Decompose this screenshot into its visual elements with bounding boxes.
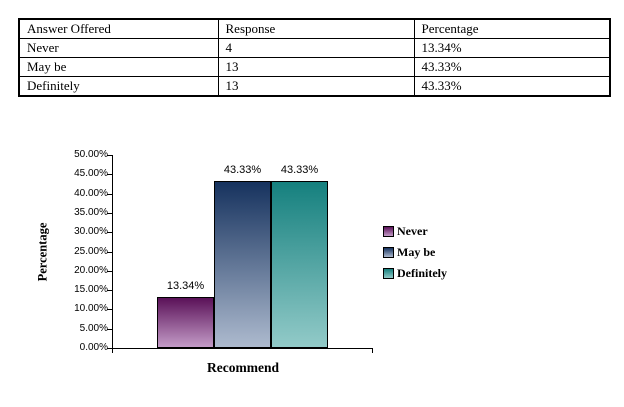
y-axis-tick — [107, 290, 112, 291]
data-label: 43.33% — [223, 164, 262, 176]
cell-percentage: 43.33% — [413, 76, 611, 97]
y-axis-tick-label: 40.00% — [74, 188, 108, 199]
legend-label: Never — [397, 224, 428, 238]
legend-label: May be — [397, 245, 436, 259]
table-row: Never 4 13.34% — [18, 38, 611, 58]
y-axis-tick — [107, 232, 112, 233]
y-axis-tick-label: 5.00% — [79, 323, 108, 334]
table-row: May be 13 43.33% — [18, 57, 611, 77]
header-percentage: Percentage — [413, 18, 611, 39]
y-axis-tick — [107, 309, 112, 310]
header-response: Response — [217, 18, 415, 39]
y-axis-tick-label: 50.00% — [74, 149, 108, 160]
bar-may-be — [214, 181, 271, 348]
cell-answer: Never — [18, 38, 219, 58]
y-axis-tick — [107, 271, 112, 272]
cell-percentage: 43.33% — [413, 57, 611, 77]
legend-item-maybe: May be — [383, 242, 447, 263]
data-label: 13.34% — [166, 280, 205, 292]
chart-legend: Never May be Definitely — [383, 221, 447, 284]
y-axis-tick-label: 20.00% — [74, 265, 108, 276]
legend-swatch-never — [383, 226, 394, 237]
legend-item-never: Never — [383, 221, 447, 242]
y-axis-tick-label: 25.00% — [74, 246, 108, 257]
table-header-row: Answer Offered Response Percentage — [18, 18, 611, 39]
y-axis-tick — [107, 174, 112, 175]
y-axis-tick-label: 15.00% — [74, 284, 108, 295]
cell-response: 13 — [217, 57, 415, 77]
y-axis-tick — [107, 155, 112, 156]
legend-swatch-definitely — [383, 268, 394, 279]
table-row: Definitely 13 43.33% — [18, 76, 611, 97]
cell-answer: May be — [18, 57, 219, 77]
x-axis-end-tick — [372, 348, 373, 353]
y-axis-tick — [107, 194, 112, 195]
bar-never — [157, 297, 214, 348]
y-axis-tick-label: 30.00% — [74, 226, 108, 237]
y-axis-tick — [107, 329, 112, 330]
bar-definitely — [271, 181, 328, 348]
y-axis-tick-label: 45.00% — [74, 168, 108, 179]
legend-item-definitely: Definitely — [383, 263, 447, 284]
x-axis-title: Recommend — [207, 360, 279, 375]
y-axis-tick — [107, 348, 112, 349]
y-axis-tick — [107, 213, 112, 214]
cell-response: 13 — [217, 76, 415, 97]
cell-percentage: 13.34% — [413, 38, 611, 58]
y-axis-line — [112, 155, 113, 353]
legend-swatch-maybe — [383, 247, 394, 258]
header-answer-offered: Answer Offered — [18, 18, 219, 39]
y-axis-tick-label: 10.00% — [74, 303, 108, 314]
y-axis-tick-label: 0.00% — [79, 342, 108, 353]
y-axis-tick-label: 35.00% — [74, 207, 108, 218]
legend-label: Definitely — [397, 266, 447, 280]
cell-answer: Definitely — [18, 76, 219, 97]
cell-response: 4 — [217, 38, 415, 58]
results-table: Answer Offered Response Percentage Never… — [18, 18, 611, 97]
y-axis-tick — [107, 252, 112, 253]
x-axis-line — [112, 348, 373, 349]
y-axis-title: Percentage — [35, 222, 50, 282]
data-label: 43.33% — [280, 164, 319, 176]
